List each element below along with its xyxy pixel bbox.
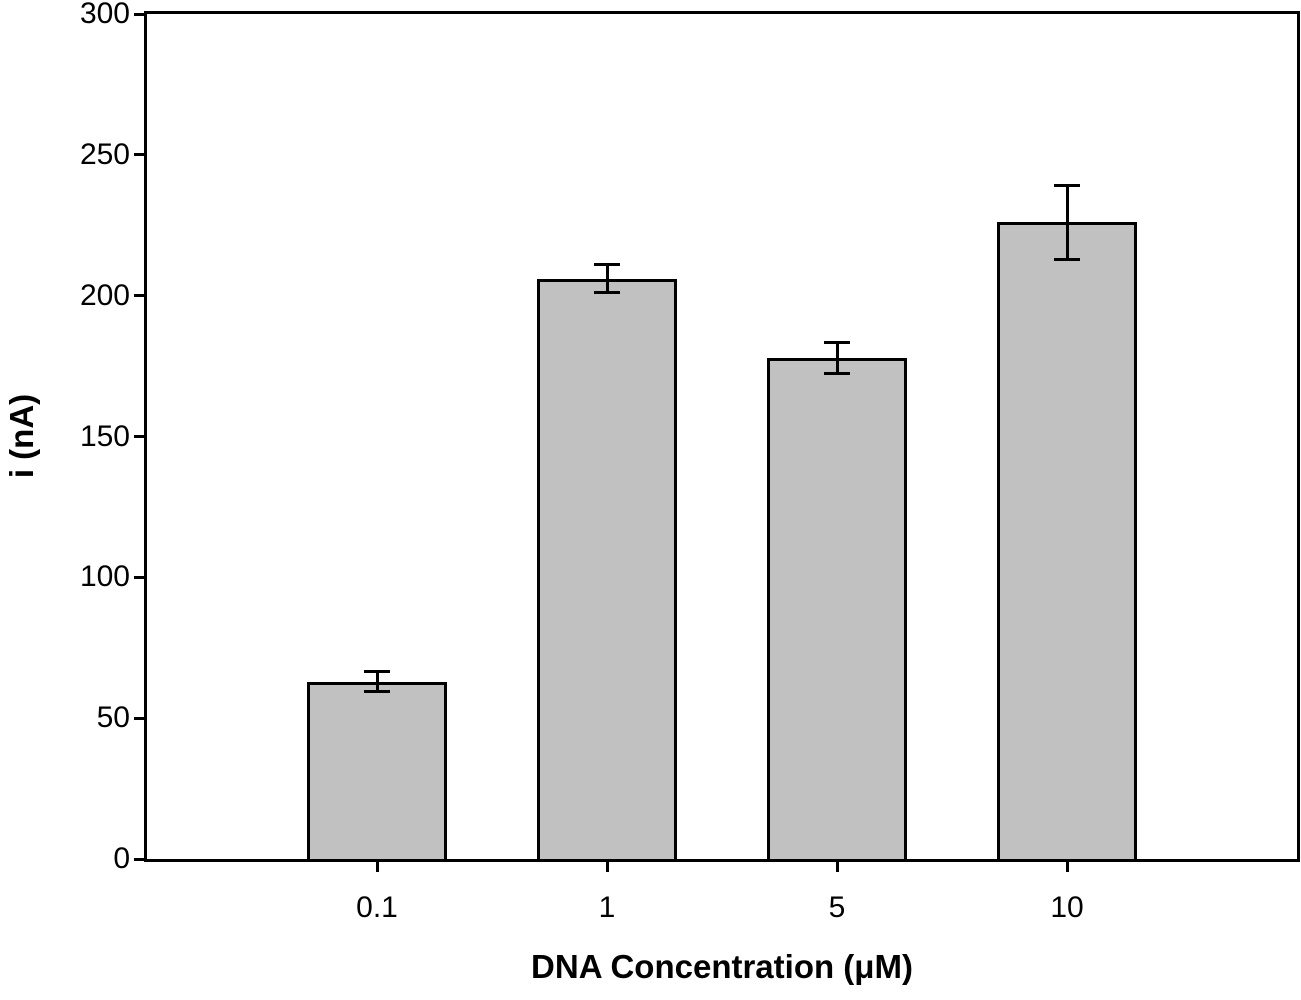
- y-tick-label: 100: [79, 560, 130, 594]
- y-axis-tick: [134, 294, 144, 298]
- x-axis-tick: [375, 862, 379, 872]
- bar: [997, 222, 1137, 859]
- y-axis-tick: [134, 153, 144, 157]
- y-tick-label: 300: [79, 0, 130, 30]
- y-tick-label: 50: [96, 701, 130, 735]
- y-tick-label: 200: [79, 278, 130, 312]
- error-bar-top-cap: [364, 670, 390, 674]
- x-axis-tick: [605, 862, 609, 872]
- y-tick-label: 150: [79, 419, 130, 453]
- error-bar-top-cap: [824, 340, 850, 344]
- error-bar-line: [605, 264, 609, 293]
- error-bar-line: [835, 342, 839, 374]
- error-bar-top-cap: [594, 263, 620, 267]
- bar: [537, 278, 677, 859]
- x-tick-label: 0.1: [356, 891, 398, 924]
- error-bar-line: [1065, 185, 1069, 260]
- error-bar-top-cap: [1054, 184, 1080, 188]
- error-bar-bottom-cap: [364, 689, 390, 693]
- error-bar-bottom-cap: [824, 371, 850, 375]
- y-axis-tick: [134, 435, 144, 438]
- y-axis-tick: [134, 857, 144, 861]
- error-bar-bottom-cap: [594, 291, 620, 295]
- x-tick-label: 10: [1050, 891, 1084, 924]
- x-axis-tick: [1065, 862, 1069, 872]
- y-tick-label: 250: [79, 137, 130, 171]
- y-axis-tick: [134, 575, 144, 579]
- y-axis-tick: [134, 716, 144, 720]
- x-axis-tick: [835, 862, 839, 872]
- bar: [767, 357, 907, 859]
- error-bar-line: [375, 671, 379, 692]
- bar: [307, 681, 447, 859]
- x-tick-label: 5: [828, 891, 846, 924]
- x-tick-label: 1: [598, 891, 616, 924]
- error-bar-bottom-cap: [1054, 257, 1080, 261]
- y-tick-label: 0: [113, 842, 130, 875]
- y-axis-tick: [134, 12, 144, 16]
- x-axis-title: DNA Concentration (μM): [531, 948, 913, 985]
- y-axis-title: i (nA): [3, 393, 40, 479]
